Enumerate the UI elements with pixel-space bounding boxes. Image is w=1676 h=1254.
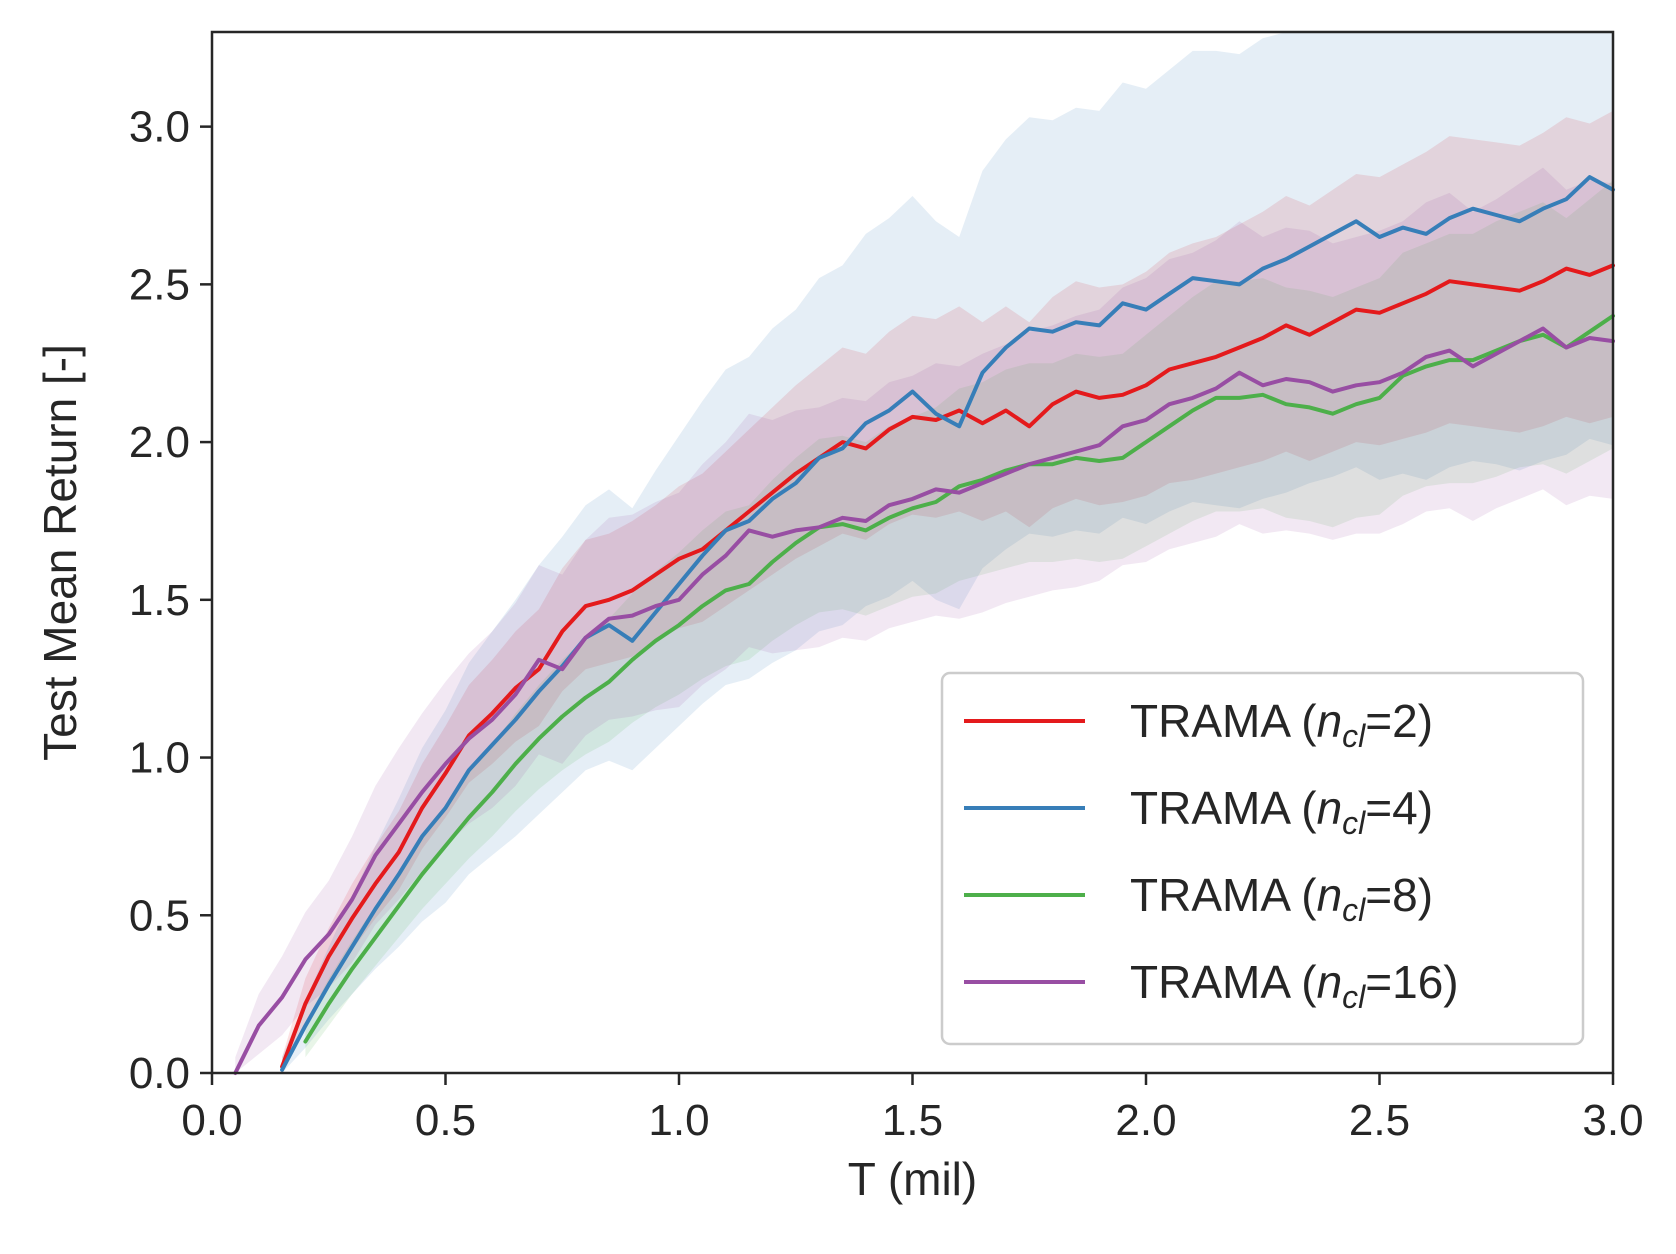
series-line-2 [280,175,1615,1072]
confidence-bands [235,32,1614,1074]
legend-label-symbol: n [1317,695,1343,747]
legend-label-subscript: cl [1342,805,1366,841]
x-tick-label: 2.0 [1115,1096,1176,1145]
confidence-band-2 [282,32,1614,1073]
y-tick-label: 1.0 [129,734,190,783]
legend-label-subscript: cl [1342,892,1366,928]
legend-label-subscript: cl [1342,979,1366,1015]
y-tick-label: 1.5 [129,576,190,625]
y-axis-ticks: 0.0 0.5 1.0 1.5 2.0 2.5 3.0 [129,103,212,1098]
x-tick-label: 3.0 [1582,1096,1643,1145]
x-tick-label: 1.0 [648,1096,709,1145]
x-axis-ticks: 0.0 0.5 1.0 1.5 2.0 2.5 3.0 [181,1073,1644,1145]
x-tick-label: 0.5 [415,1096,476,1145]
confidence-band-4 [235,167,1613,1074]
legend-label-prefix: TRAMA ( [1130,782,1317,834]
legend-label-symbol: n [1317,782,1343,834]
legend-label-2: TRAMA (ncl=4) [1130,782,1433,841]
series-line-3 [303,313,1615,1044]
series-line-4 [233,326,1615,1075]
legend-label-suffix: =8) [1365,869,1433,921]
legend-label-prefix: TRAMA ( [1130,956,1317,1008]
legend-label-symbol: n [1317,956,1343,1008]
y-tick-label: 3.0 [129,103,190,152]
series-line-1 [280,263,1615,1069]
y-tick-label: 0.0 [129,1049,190,1098]
y-tick-label: 0.5 [129,891,190,940]
legend: TRAMA (ncl=2)TRAMA (ncl=4)TRAMA (ncl=8)T… [940,671,1585,1046]
x-tick-label: 1.5 [882,1096,943,1145]
confidence-band-3 [305,180,1613,1058]
y-tick-label: 2.5 [129,260,190,309]
y-tick-label: 2.0 [129,418,190,467]
legend-label-1: TRAMA (ncl=2) [1130,695,1433,754]
x-axis-label: T (mil) [848,1153,977,1205]
confidence-band-1 [282,110,1614,1073]
y-axis-label: Test Mean Return [-] [34,344,86,761]
legend-label-prefix: TRAMA ( [1130,695,1317,747]
legend-label-suffix: =4) [1365,782,1433,834]
legend-box [940,671,1585,1046]
x-tick-label: 0.0 [181,1096,242,1145]
legend-label-suffix: =2) [1365,695,1433,747]
legend-label-suffix: =16) [1365,956,1458,1008]
legend-label-prefix: TRAMA ( [1130,869,1317,921]
legend-label-subscript: cl [1342,718,1366,754]
series-lines [233,175,1615,1075]
legend-label-symbol: n [1317,869,1343,921]
legend-label-3: TRAMA (ncl=8) [1130,869,1433,928]
legend-label-4: TRAMA (ncl=16) [1130,956,1459,1015]
x-tick-label: 2.5 [1349,1096,1410,1145]
